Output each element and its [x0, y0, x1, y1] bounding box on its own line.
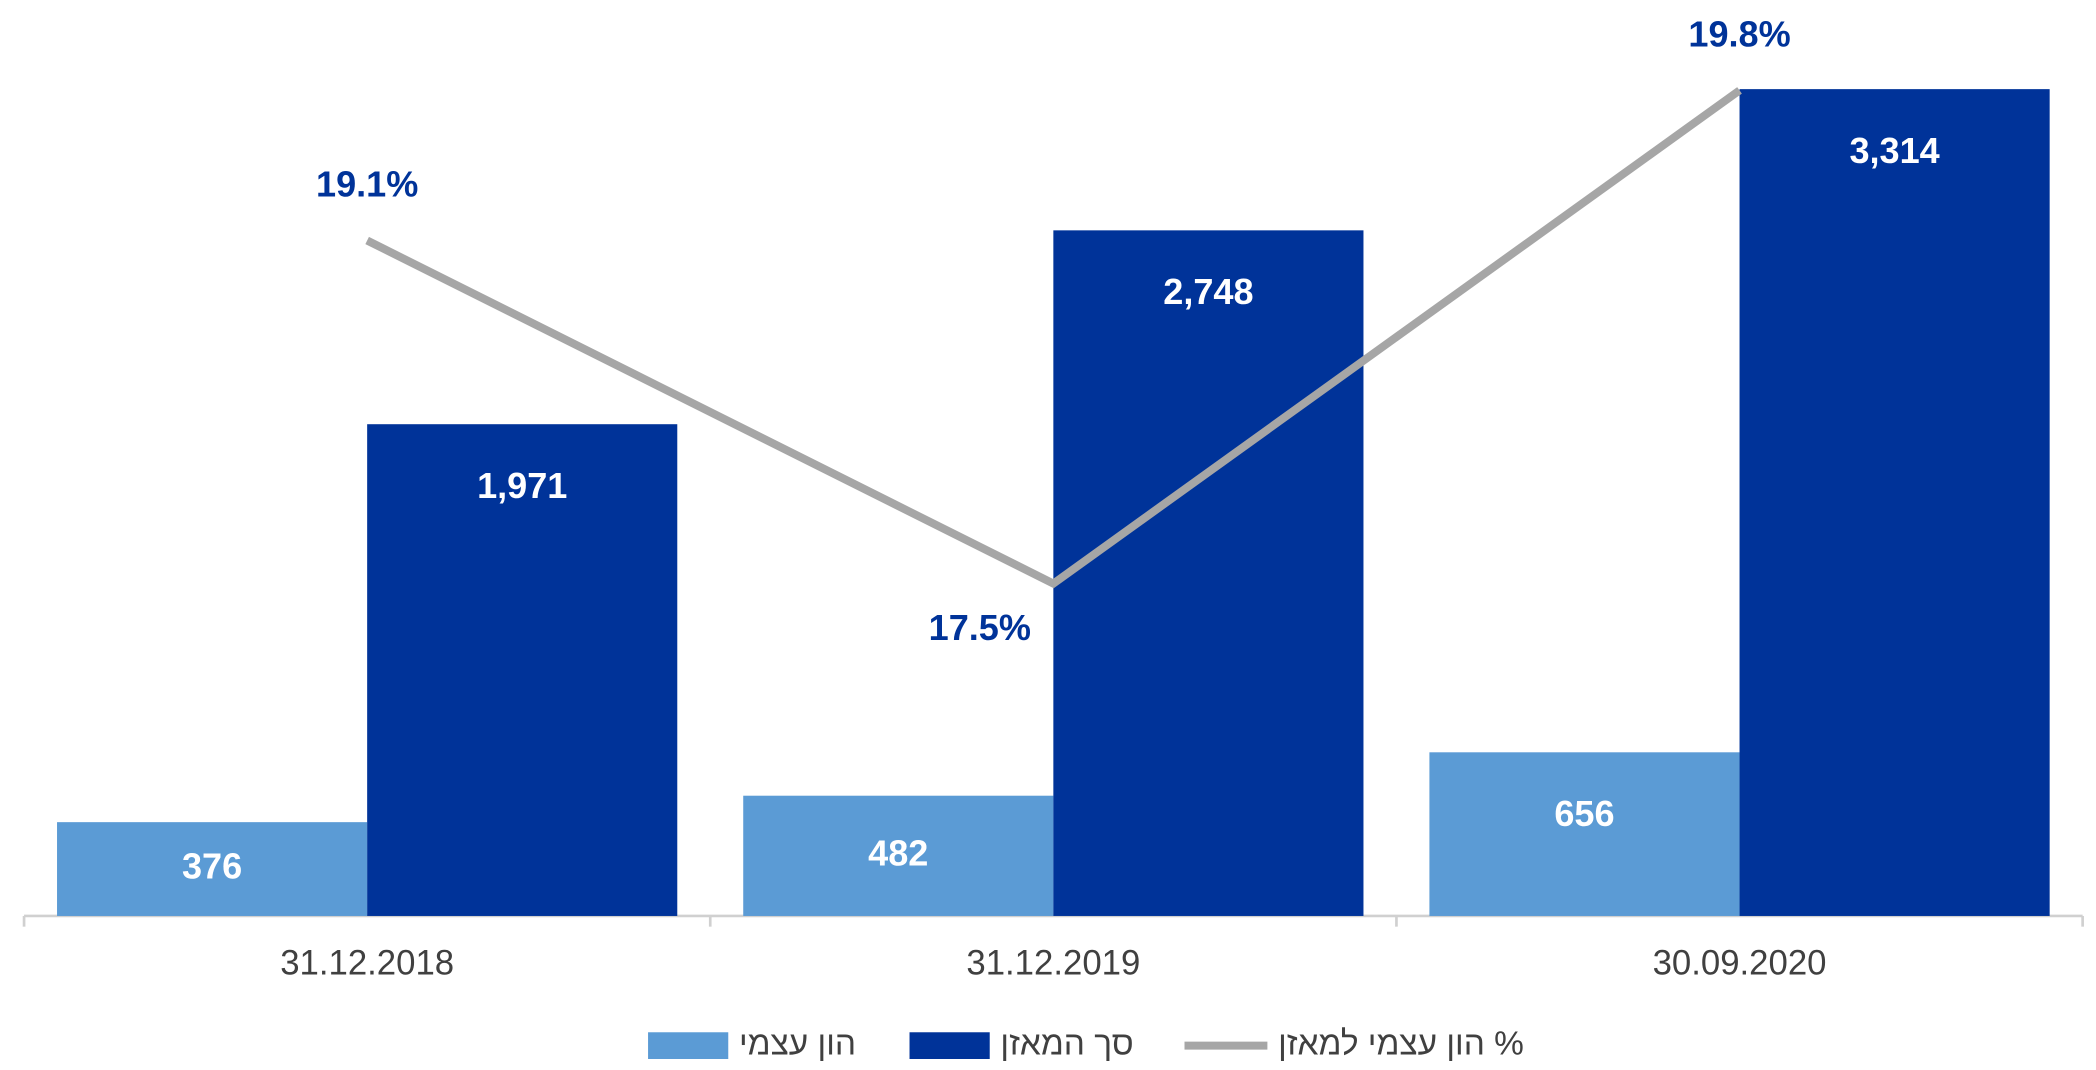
bar [1429, 752, 1740, 916]
bar-label: 376 [182, 846, 242, 887]
bar [743, 795, 1054, 916]
line-label: 17.5% [929, 607, 1031, 648]
legend-label: הון עצמי [739, 1025, 856, 1062]
bar-label: 656 [1554, 793, 1614, 834]
line-label: 19.8% [1688, 13, 1790, 54]
bar [367, 424, 678, 916]
bar-label: 3,314 [1849, 130, 1939, 171]
bar [1739, 89, 2050, 916]
legend-swatch [648, 1032, 729, 1059]
x-tick-label: 31.12.2019 [966, 945, 1140, 983]
bar-label: 482 [868, 832, 928, 873]
bar [57, 822, 368, 916]
legend-swatch [909, 1032, 990, 1059]
bar-label: 1,971 [477, 465, 567, 506]
x-tick-label: 31.12.2018 [280, 945, 454, 983]
line-label: 19.1% [316, 164, 418, 205]
legend-label: % הון עצמי למאזן [1278, 1025, 1524, 1062]
x-tick-label: 30.09.2020 [1653, 945, 1827, 983]
line [365, 87, 1742, 589]
legend-label: סך המאזן [1000, 1025, 1133, 1062]
bar [1053, 230, 1364, 916]
bar-label: 2,748 [1163, 271, 1253, 312]
